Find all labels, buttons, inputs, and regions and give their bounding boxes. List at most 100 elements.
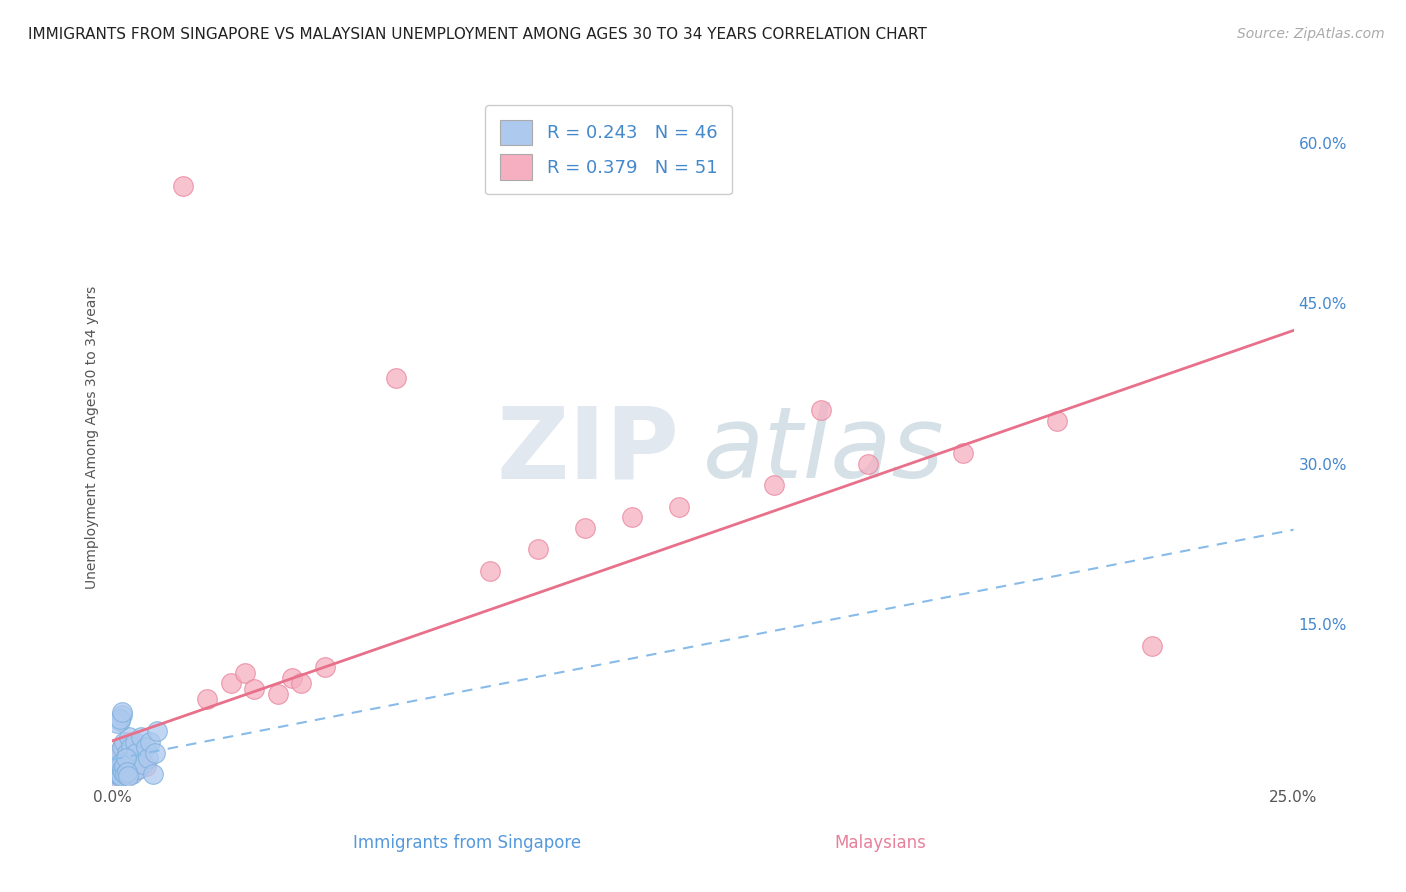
Point: [219, 676, 242, 690]
Point: [105, 767, 128, 781]
Point: [479, 564, 502, 578]
Point: [105, 767, 128, 781]
Point: [115, 746, 138, 760]
Point: [172, 178, 194, 193]
Point: [243, 681, 266, 696]
Point: [136, 751, 159, 765]
Point: [127, 762, 149, 776]
Point: [114, 758, 136, 772]
Point: [118, 735, 141, 749]
Point: [290, 676, 312, 690]
Point: [111, 765, 134, 780]
Point: [112, 751, 135, 765]
Point: [115, 746, 138, 760]
Point: [952, 446, 974, 460]
Point: [112, 735, 135, 749]
Point: [110, 769, 132, 783]
Point: [125, 740, 148, 755]
Point: [114, 751, 136, 765]
Point: [574, 521, 596, 535]
Point: [111, 708, 134, 723]
Point: [118, 730, 141, 744]
Point: [110, 756, 132, 771]
Point: [117, 762, 139, 776]
Point: [122, 756, 145, 771]
Point: [105, 769, 128, 783]
Point: [1046, 414, 1069, 428]
Point: [111, 767, 134, 781]
Point: [110, 756, 132, 771]
Point: [105, 751, 128, 765]
Point: [281, 671, 304, 685]
Text: ZIP: ZIP: [496, 402, 679, 500]
Point: [108, 712, 131, 726]
Point: [107, 767, 129, 781]
Point: [120, 756, 142, 771]
Text: Immigrants from Singapore: Immigrants from Singapore: [353, 834, 581, 852]
Point: [115, 765, 138, 780]
Point: [127, 762, 149, 776]
Point: [233, 665, 256, 680]
Point: [621, 510, 644, 524]
Text: atlas: atlas: [703, 402, 945, 500]
Point: [108, 762, 131, 776]
Point: [117, 769, 139, 783]
Point: [129, 730, 152, 744]
Point: [107, 762, 129, 776]
Point: [1140, 639, 1163, 653]
Point: [105, 762, 128, 776]
Point: [105, 751, 128, 765]
Point: [105, 772, 128, 787]
Point: [112, 758, 135, 772]
Point: [115, 765, 138, 780]
Point: [107, 762, 129, 776]
Point: [122, 751, 145, 765]
Point: [112, 762, 135, 776]
Point: [142, 767, 165, 781]
Text: Source: ZipAtlas.com: Source: ZipAtlas.com: [1237, 27, 1385, 41]
Point: [111, 767, 134, 781]
Point: [125, 746, 148, 760]
Point: [120, 767, 142, 781]
Point: [132, 756, 155, 771]
Point: [108, 765, 131, 780]
Point: [107, 746, 129, 760]
Point: [267, 687, 290, 701]
Point: [139, 735, 162, 749]
Point: [314, 660, 336, 674]
Text: IMMIGRANTS FROM SINGAPORE VS MALAYSIAN UNEMPLOYMENT AMONG AGES 30 TO 34 YEARS CO: IMMIGRANTS FROM SINGAPORE VS MALAYSIAN U…: [28, 27, 927, 42]
Point: [195, 692, 218, 706]
Point: [111, 740, 134, 755]
Point: [111, 765, 134, 780]
Point: [762, 478, 785, 492]
Point: [111, 762, 134, 776]
Point: [129, 751, 152, 765]
Point: [124, 735, 146, 749]
Point: [108, 769, 131, 783]
Point: [135, 758, 157, 772]
Point: [120, 751, 142, 765]
Point: [111, 765, 134, 780]
Point: [117, 762, 139, 776]
Point: [810, 403, 832, 417]
Point: [143, 746, 166, 760]
Point: [108, 746, 131, 760]
Point: [114, 767, 136, 781]
Point: [108, 756, 131, 771]
Point: [105, 767, 128, 781]
Point: [121, 767, 143, 781]
Point: [105, 772, 128, 787]
Point: [120, 740, 142, 755]
Point: [105, 715, 128, 730]
Point: [668, 500, 690, 514]
Y-axis label: Unemployment Among Ages 30 to 34 years: Unemployment Among Ages 30 to 34 years: [84, 285, 98, 589]
Point: [135, 740, 157, 755]
Text: Malaysians: Malaysians: [834, 834, 927, 852]
Legend: R = 0.243   N = 46, R = 0.379   N = 51: R = 0.243 N = 46, R = 0.379 N = 51: [485, 105, 731, 194]
Point: [108, 714, 131, 728]
Point: [526, 542, 548, 557]
Point: [111, 740, 134, 755]
Point: [114, 751, 136, 765]
Point: [108, 767, 131, 781]
Point: [108, 767, 131, 781]
